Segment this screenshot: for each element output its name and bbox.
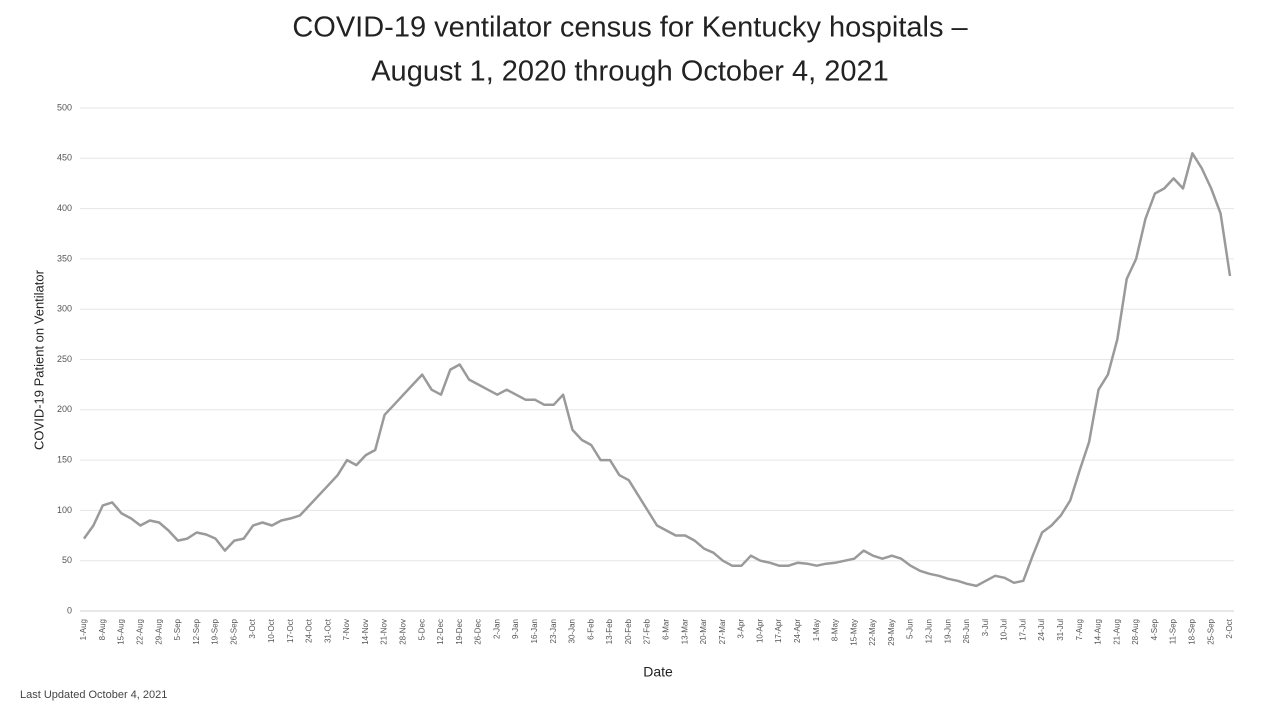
footnote: Last Updated October 4, 2021: [20, 689, 167, 701]
x-tick-label: 30-Jan: [568, 619, 577, 643]
x-tick-label: 26-Dec: [474, 619, 483, 645]
x-tick-label: 20-Feb: [624, 618, 633, 644]
x-tick-label: 26-Jun: [962, 619, 971, 643]
x-tick-label: 11-Sep: [1169, 618, 1178, 644]
y-tick-label: 450: [57, 153, 72, 163]
x-tick-label: 15-Aug: [117, 619, 126, 645]
x-tick-label: 14-Nov: [361, 619, 370, 645]
x-tick-label: 7-Aug: [1075, 619, 1084, 640]
x-tick-label: 19-Dec: [455, 619, 464, 645]
x-tick-label: 8-May: [831, 619, 840, 641]
x-tick-label: 28-Nov: [398, 619, 407, 645]
x-tick-label: 17-Jul: [1018, 619, 1027, 641]
x-tick-label: 5-Jun: [906, 619, 915, 639]
y-tick-label: 200: [57, 404, 72, 414]
y-tick-label: 500: [57, 102, 72, 112]
x-tick-label: 4-Sep: [1150, 618, 1159, 640]
x-tick-label: 22-Aug: [135, 619, 144, 645]
x-tick-label: 3-Apr: [737, 619, 746, 639]
x-tick-label: 14-Aug: [1094, 619, 1103, 645]
chart-title: August 1, 2020 through October 4, 2021: [371, 56, 889, 88]
y-tick-label: 250: [57, 354, 72, 364]
x-tick-label: 21-Aug: [1112, 619, 1121, 645]
x-tick-label: 7-Nov: [342, 619, 351, 640]
x-tick-label: 27-Feb: [643, 618, 652, 644]
x-tick-label: 17-Apr: [774, 619, 783, 643]
x-tick-label: 29-Aug: [154, 619, 163, 645]
y-axis-label: COVID-19 Patient on Ventilator: [31, 269, 46, 450]
x-tick-label: 28-Aug: [1131, 619, 1140, 645]
x-tick-label: 19-Jun: [943, 619, 952, 643]
y-tick-label: 400: [57, 203, 72, 213]
x-tick-label: 10-Jul: [1000, 619, 1009, 641]
x-tick-label: 24-Oct: [305, 618, 314, 643]
x-tick-label: 3-Jul: [981, 619, 990, 637]
x-tick-label: 1-May: [812, 619, 821, 641]
x-tick-label: 29-May: [887, 619, 896, 646]
x-tick-label: 17-Oct: [286, 618, 295, 643]
x-tick-label: 26-Sep: [229, 618, 238, 644]
x-tick-label: 9-Jan: [511, 619, 520, 639]
x-tick-label: 5-Dec: [417, 619, 426, 640]
y-tick-label: 150: [57, 454, 72, 464]
x-tick-label: 25-Sep: [1206, 618, 1215, 644]
x-tick-label: 5-Sep: [173, 618, 182, 640]
x-tick-label: 6-Feb: [586, 618, 595, 639]
y-tick-label: 300: [57, 304, 72, 314]
x-tick-label: 1-Aug: [79, 619, 88, 640]
x-tick-label: 23-Jan: [549, 619, 558, 643]
x-tick-label: 12-Sep: [192, 618, 201, 644]
y-tick-label: 50: [62, 555, 72, 565]
x-tick-label: 24-Apr: [793, 619, 802, 643]
x-tick-label: 12-Jun: [925, 619, 934, 643]
x-tick-label: 24-Jul: [1037, 619, 1046, 641]
x-tick-label: 19-Sep: [211, 618, 220, 644]
x-tick-label: 22-May: [868, 619, 877, 646]
x-tick-label: 2-Jan: [492, 619, 501, 639]
y-tick-label: 350: [57, 253, 72, 263]
data-line: [82, 152, 1232, 588]
x-tick-label: 13-Feb: [605, 618, 614, 644]
x-tick-label: 10-Oct: [267, 618, 276, 643]
x-tick-label: 13-Mar: [680, 619, 689, 645]
x-tick-label: 8-Aug: [98, 619, 107, 640]
x-tick-label: 21-Nov: [380, 619, 389, 645]
y-tick-label: 100: [57, 505, 72, 515]
x-tick-label: 27-Mar: [718, 619, 727, 645]
y-tick-label: 0: [67, 605, 72, 615]
x-tick-label: 6-Mar: [662, 619, 671, 640]
x-tick-label: 3-Oct: [248, 618, 257, 638]
x-tick-label: 15-May: [849, 619, 858, 646]
x-tick-label: 20-Mar: [699, 619, 708, 645]
x-tick-label: 10-Apr: [755, 619, 764, 643]
x-tick-label: 18-Sep: [1188, 618, 1197, 644]
x-tick-label: 16-Jan: [530, 619, 539, 643]
x-tick-label: 31-Oct: [323, 618, 332, 643]
x-tick-label: 12-Dec: [436, 619, 445, 645]
x-axis-label: Date: [643, 664, 673, 680]
x-tick-label: 2-Oct: [1225, 618, 1234, 638]
chart-title: COVID-19 ventilator census for Kentucky …: [292, 12, 968, 44]
x-tick-label: 31-Jul: [1056, 619, 1065, 641]
